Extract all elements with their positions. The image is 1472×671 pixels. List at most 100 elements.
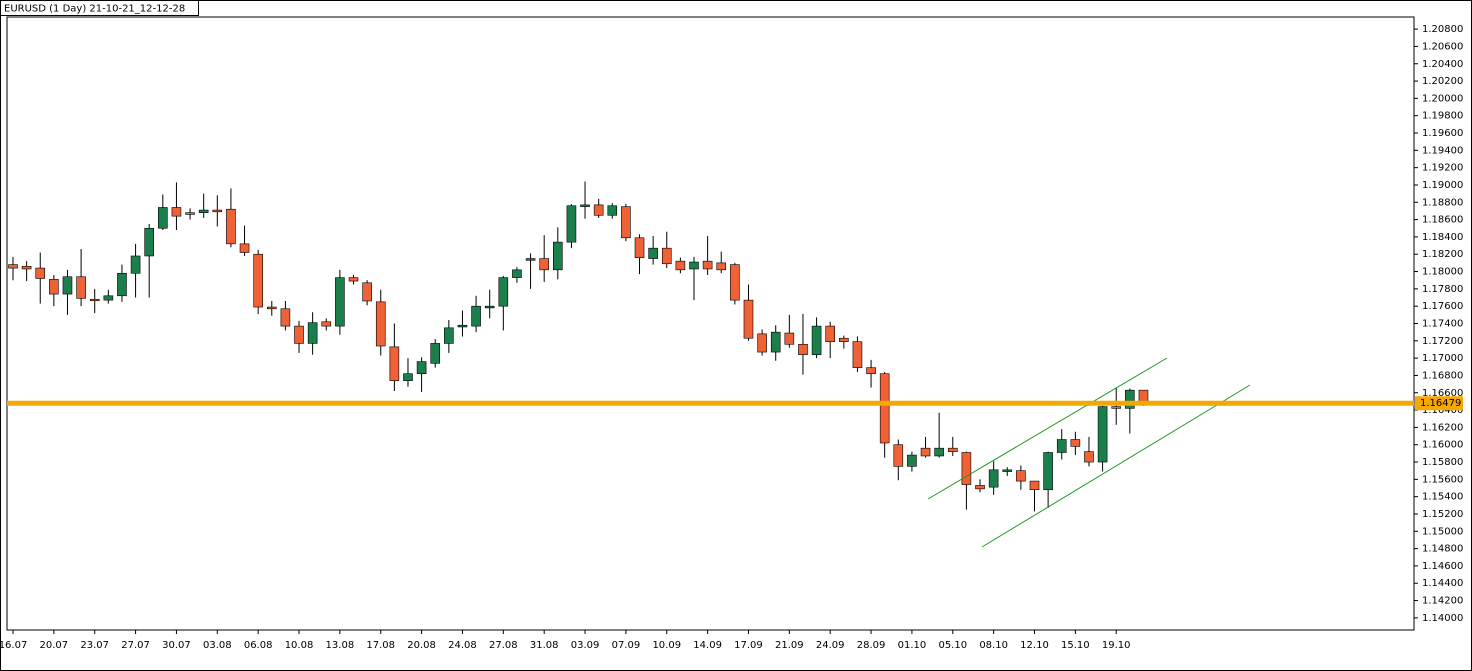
y-tick-label: 1.17600 <box>1422 301 1463 312</box>
candle-body <box>1097 406 1108 463</box>
y-tick-label: 1.18400 <box>1422 232 1463 243</box>
y-tick-label: 1.15000 <box>1422 526 1463 537</box>
x-tick-label: 14.09 <box>693 640 722 651</box>
candle-body <box>702 260 713 270</box>
candle-body <box>103 295 114 301</box>
candle-body <box>947 447 958 452</box>
y-tick-label: 1.17400 <box>1422 319 1463 330</box>
candle-body <box>389 346 400 381</box>
x-tick-label: 20.08 <box>407 640 436 651</box>
candle-body <box>158 207 168 229</box>
y-tick-label: 1.15400 <box>1422 492 1463 503</box>
y-tick-label: 1.16800 <box>1422 370 1463 381</box>
x-tick-label: 21.09 <box>775 640 804 651</box>
candle-body <box>21 266 32 270</box>
candle-body <box>716 262 727 271</box>
candle-body <box>675 260 686 271</box>
x-tick-label: 13.08 <box>326 640 355 651</box>
candle-body <box>130 255 141 274</box>
x-tick-label: 15.10 <box>1061 640 1090 651</box>
candle-body <box>62 276 73 295</box>
y-tick-label: 1.18800 <box>1422 197 1463 208</box>
x-tick-label: 28.09 <box>857 640 886 651</box>
candle-body <box>144 227 154 257</box>
channel-upper <box>927 357 1168 500</box>
candle-body <box>239 243 250 253</box>
candle-body <box>280 308 291 327</box>
candle-body <box>8 264 18 269</box>
candle-body <box>839 337 849 342</box>
x-tick-label: 08.10 <box>979 640 1008 651</box>
y-tick-label: 1.20000 <box>1422 93 1463 104</box>
x-tick-label: 16.07 <box>0 640 27 651</box>
title-box <box>0 0 199 16</box>
y-tick-label: 1.16600 <box>1422 388 1463 399</box>
y-tick-label: 1.14200 <box>1422 596 1463 607</box>
candle-body <box>457 324 468 328</box>
candle-body <box>988 469 999 488</box>
y-tick-label: 1.19200 <box>1422 163 1463 174</box>
candle-body <box>757 333 767 353</box>
candle-body <box>934 447 944 457</box>
x-tick-label: 05.10 <box>938 640 967 651</box>
y-tick-label: 1.17000 <box>1422 353 1463 364</box>
candle-body <box>852 341 863 368</box>
candle-body <box>539 258 549 271</box>
candle-body <box>1111 406 1122 409</box>
candle-body <box>920 447 931 457</box>
x-tick-label: 03.08 <box>203 640 232 651</box>
candle-body <box>961 452 972 485</box>
y-tick-label: 1.15600 <box>1422 474 1463 485</box>
x-tick-label: 31.08 <box>530 640 559 651</box>
y-tick-label: 1.14800 <box>1422 544 1463 555</box>
x-tick-label: 01.10 <box>898 640 927 651</box>
x-tick-label: 17.08 <box>366 640 395 651</box>
x-tick-label: 10.08 <box>285 640 314 651</box>
candle-body <box>198 209 209 213</box>
candle-body <box>825 325 836 342</box>
candle-body <box>730 264 740 301</box>
candle-body <box>607 205 618 216</box>
candle-body <box>444 327 454 344</box>
x-tick-label: 27.07 <box>121 640 150 651</box>
y-tick-label: 1.17200 <box>1422 336 1463 347</box>
y-tick-label: 1.20800 <box>1422 24 1463 35</box>
x-tick-label: 24.09 <box>816 640 845 651</box>
plot-area <box>6 16 1415 631</box>
y-tick-label: 1.16400 <box>1422 405 1463 416</box>
candle-body <box>266 306 277 310</box>
candle-body <box>1029 480 1040 491</box>
candle-body <box>171 207 182 217</box>
chart-title: EURUSD (1 Day) 21-10-21_12-12-28 <box>4 4 185 15</box>
x-tick-label: 30.07 <box>162 640 191 651</box>
candle-body <box>593 204 604 216</box>
candle-body <box>1002 469 1013 472</box>
candle-body <box>35 267 46 279</box>
channel-lower <box>981 384 1251 548</box>
candle-body <box>634 237 645 258</box>
candle-body <box>348 277 359 282</box>
y-tick-label: 1.19800 <box>1422 111 1463 122</box>
candle-body <box>798 343 808 355</box>
x-tick-label: 27.08 <box>489 640 518 651</box>
candle-body <box>866 367 876 375</box>
candle-body <box>1125 389 1135 409</box>
candle-body <box>552 241 563 271</box>
x-tick-label: 20.07 <box>40 640 69 651</box>
y-tick-label: 1.16200 <box>1422 422 1463 433</box>
y-tick-label: 1.18000 <box>1422 267 1463 278</box>
candle-body <box>403 373 413 381</box>
candle-body <box>253 253 263 308</box>
current-price-box <box>1415 396 1463 411</box>
y-tick-label: 1.20600 <box>1422 41 1463 52</box>
candle-body <box>375 301 386 347</box>
x-tick-label: 10.09 <box>652 640 681 651</box>
x-tick-label: 07.09 <box>612 640 641 651</box>
candle-body <box>893 444 904 467</box>
y-tick-label: 1.14600 <box>1422 561 1463 572</box>
candle-body <box>185 212 195 215</box>
x-tick-label: 03.09 <box>571 640 600 651</box>
y-tick-label: 1.15200 <box>1422 509 1463 520</box>
